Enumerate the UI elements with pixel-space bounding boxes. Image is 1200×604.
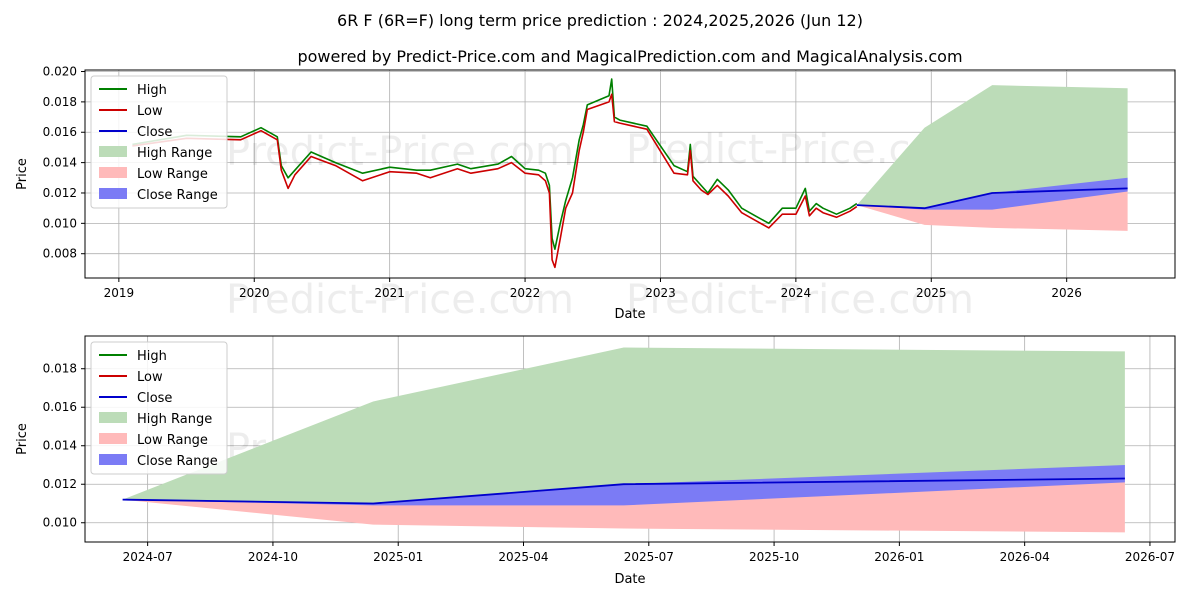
x-tick-label: 2024 xyxy=(781,286,812,300)
watermark-text: Predict-Price.com xyxy=(226,129,574,175)
legend: High Low Close High Range Low Range Close Ran… xyxy=(90,75,228,209)
y-tick-label: 0.010 xyxy=(43,516,77,530)
x-tick-label: 2026-01 xyxy=(874,550,924,564)
x-tick-label: 2025 xyxy=(916,286,947,300)
x-tick-label: 2021 xyxy=(374,286,405,300)
legend-label: High xyxy=(137,83,167,98)
legend-swatch-patch xyxy=(99,146,127,157)
legend-label: Close xyxy=(137,391,172,406)
legend-swatch-patch xyxy=(99,454,127,465)
watermark-text: Predict-Price.com xyxy=(626,277,974,323)
x-tick-label: 2026-07 xyxy=(1125,550,1175,564)
x-tick-label: 2024-07 xyxy=(123,550,173,564)
chart-title: 6R F (6R=F) long term price prediction :… xyxy=(337,11,863,30)
plot-marks xyxy=(132,78,1128,269)
legend-label: Low xyxy=(137,370,163,385)
x-tick-label: 2026 xyxy=(1051,286,1082,300)
legend-label: Close Range xyxy=(137,454,218,469)
x-tick-label: 2022 xyxy=(510,286,541,300)
legend-label: Low xyxy=(137,104,163,119)
axes-frame xyxy=(84,335,1176,543)
history-forecast-panel: 2019 2020 2021 2022 2023 2024 2025 2026 0.008 0.0… xyxy=(15,65,1176,323)
legend-label: High Range xyxy=(137,146,212,161)
x-tick-label: 2024-10 xyxy=(248,550,298,564)
x-axis-label: Date xyxy=(614,307,645,322)
x-tick-label: 2026-04 xyxy=(1000,550,1050,564)
close-series-line xyxy=(856,187,1128,210)
watermark-text: Predict-Price.com xyxy=(226,277,574,323)
high-series-line xyxy=(132,78,858,250)
y-tick-label: 0.020 xyxy=(43,65,77,79)
y-tick-label: 0.018 xyxy=(43,362,77,376)
legend-label: Close Range xyxy=(137,188,218,203)
close-range-band xyxy=(122,464,1125,506)
high-range-band xyxy=(856,85,1128,209)
legend-swatch-patch xyxy=(99,188,127,199)
y-tick-label: 0.008 xyxy=(43,247,77,261)
legend-label: High xyxy=(137,349,167,364)
x-tick-label: 2023 xyxy=(645,286,676,300)
high-range-band xyxy=(122,347,1125,504)
forecast-detail-panel: 2024-07 2024-10 2025-01 2025-04 2025-07 2025-… xyxy=(15,335,1176,587)
legend-swatch-patch xyxy=(99,167,127,178)
x-tick-label: 2025-04 xyxy=(498,550,548,564)
y-tick-label: 0.012 xyxy=(43,186,77,200)
y-tick-label: 0.016 xyxy=(43,400,77,414)
x-tick-label: 2025-07 xyxy=(624,550,674,564)
x-tick-label: 2025-10 xyxy=(749,550,799,564)
y-axis-label: Price xyxy=(15,158,30,190)
close-series-line xyxy=(122,477,1125,505)
y-axis-label: Price xyxy=(15,423,30,455)
y-tick-label: 0.016 xyxy=(43,125,77,139)
legend-swatch-patch xyxy=(99,433,127,444)
legend-label: High Range xyxy=(137,412,212,427)
legend-label: Low Range xyxy=(137,433,208,448)
y-tick-label: 0.012 xyxy=(43,477,77,491)
x-axis-label: Date xyxy=(614,572,645,587)
chart-subtitle: powered by Predict-Price.com and Magical… xyxy=(297,47,962,66)
y-tick-label: 0.010 xyxy=(43,216,77,230)
legend: High Low Close High Range Low Range Close Ran… xyxy=(90,341,228,475)
legend-label: Low Range xyxy=(137,167,208,182)
axes-frame xyxy=(84,69,1176,279)
low-series-line xyxy=(132,93,858,269)
plot-marks xyxy=(122,347,1125,533)
x-tick-label: 2025-01 xyxy=(373,550,423,564)
x-tick-label: 2019 xyxy=(104,286,135,300)
x-tick-label: 2020 xyxy=(239,286,270,300)
y-tick-label: 0.018 xyxy=(43,95,77,109)
legend-swatch-patch xyxy=(99,412,127,423)
y-tick-label: 0.014 xyxy=(43,156,77,170)
legend-label: Close xyxy=(137,125,172,140)
y-tick-label: 0.014 xyxy=(43,439,77,453)
